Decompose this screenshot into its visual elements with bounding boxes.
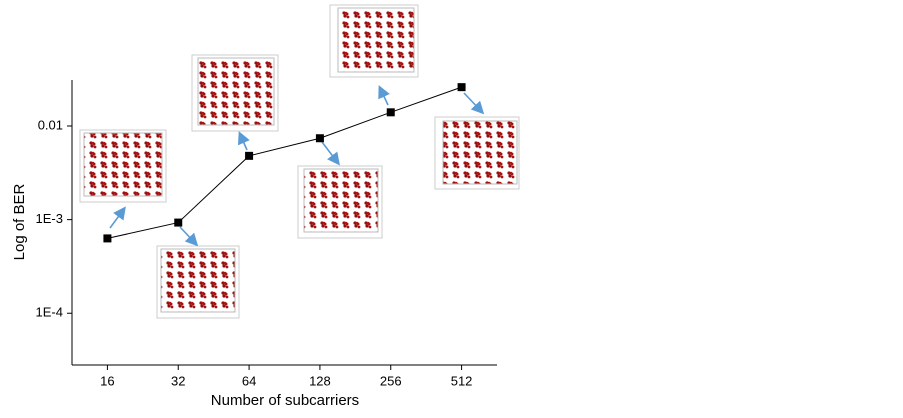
arrow xyxy=(179,226,199,247)
arrow xyxy=(463,92,485,115)
y-tick-label: 1E-3 xyxy=(36,211,63,226)
arrows xyxy=(109,85,485,247)
arrow xyxy=(237,131,250,151)
constellation-inset xyxy=(337,7,415,73)
arrow xyxy=(109,206,126,229)
data-point xyxy=(386,108,395,117)
arrow xyxy=(378,85,390,106)
data-point xyxy=(457,83,466,92)
x-tick-label: 256 xyxy=(380,373,402,388)
data-point xyxy=(103,234,112,243)
x-tick-label: 128 xyxy=(309,373,331,388)
series-line xyxy=(107,86,462,239)
constellation-inset xyxy=(83,132,163,197)
constellation-inset xyxy=(160,248,236,313)
constellation-inset xyxy=(442,120,518,185)
data-point xyxy=(245,151,254,160)
x-tick-label: 16 xyxy=(100,373,114,388)
y-axis-title: Log of BER xyxy=(11,183,28,260)
insets xyxy=(79,4,520,319)
x-tick-label: 64 xyxy=(242,373,256,388)
y-tick-label: 1E-4 xyxy=(36,305,63,320)
x-axis-title: Number of subcarriers xyxy=(211,392,359,409)
arrow xyxy=(321,141,340,166)
x-tick-label: 32 xyxy=(171,373,185,388)
data-point xyxy=(174,218,183,227)
constellation-inset xyxy=(303,168,379,233)
constellation-inset xyxy=(197,57,275,126)
x-tick-label: 512 xyxy=(451,373,473,388)
data-point xyxy=(315,134,324,143)
y-tick-label: 0.01 xyxy=(38,117,63,132)
